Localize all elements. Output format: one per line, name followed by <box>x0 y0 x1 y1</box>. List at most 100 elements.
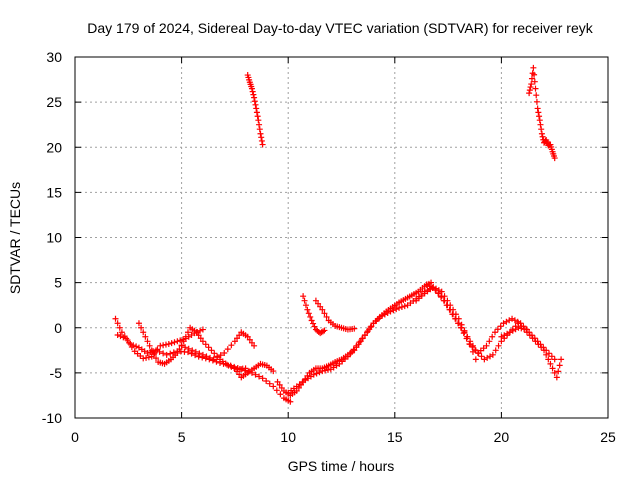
data-point-interp <box>203 353 210 360</box>
data-point <box>221 350 228 357</box>
x-tick-label: 25 <box>600 429 616 445</box>
data-point-interp <box>197 335 204 342</box>
data-point-interp <box>162 341 169 348</box>
data-point-interp <box>437 294 444 301</box>
data-point-interp <box>441 293 448 300</box>
data-point <box>112 315 119 322</box>
data-point-interp <box>252 101 259 108</box>
data-point-interp <box>214 354 221 361</box>
x-tick-label: 20 <box>494 429 510 445</box>
data-point-interp <box>527 84 534 91</box>
data-point <box>457 324 464 331</box>
data-point-interp <box>256 373 263 380</box>
data-point <box>180 338 187 345</box>
data-point <box>506 329 513 336</box>
data-point-interp <box>537 121 544 128</box>
data-point-interp <box>509 326 516 333</box>
data-point <box>308 317 315 324</box>
data-point-interp <box>146 342 153 349</box>
data-point-interp <box>126 339 133 346</box>
data-point-interp <box>494 326 501 333</box>
data-point <box>142 333 149 340</box>
data-point-interp <box>461 327 468 334</box>
data-point-interp <box>452 311 459 318</box>
data-point-interp <box>313 370 320 377</box>
data-point-interp <box>469 348 476 355</box>
data-point-interp <box>536 113 543 120</box>
y-tick-label: 5 <box>54 275 62 291</box>
series-sat-i <box>300 293 328 337</box>
data-point-interp <box>252 371 259 378</box>
data-point <box>123 335 130 342</box>
data-point-interp <box>234 335 241 342</box>
data-point-interp <box>273 387 280 394</box>
data-point <box>312 297 319 304</box>
data-point-interp <box>236 332 243 339</box>
data-point-interp <box>192 348 199 355</box>
data-point-interp <box>236 371 243 378</box>
data-point-interp <box>324 366 331 373</box>
ticks-layer: 0 5 10 15 20 25 -10 -5 0 5 10 15 20 25 30 <box>42 49 616 445</box>
x-axis-label: GPS time / hours <box>288 458 395 474</box>
data-point-interp <box>256 121 263 128</box>
data-point <box>472 356 479 363</box>
data-point <box>248 85 255 92</box>
data-point <box>184 349 191 356</box>
data-point-interp <box>528 75 535 82</box>
data-point <box>532 338 539 345</box>
data-point-interp <box>390 307 397 314</box>
data-point-interp <box>276 381 283 388</box>
series-sat-d <box>178 329 258 363</box>
data-point-interp <box>168 340 175 347</box>
data-point-interp <box>133 343 140 350</box>
data-point-interp <box>170 349 177 356</box>
data-point-interp <box>250 91 257 98</box>
data-point <box>387 308 394 315</box>
series-sat-k <box>423 281 558 363</box>
series-sat-m <box>498 320 565 381</box>
data-point-interp <box>171 339 178 346</box>
data-point <box>251 94 258 101</box>
data-point <box>195 353 202 360</box>
data-point <box>178 342 185 349</box>
data-point-interp <box>117 333 124 340</box>
data-point <box>455 315 462 322</box>
data-point <box>270 368 277 375</box>
data-point-interp <box>350 346 357 353</box>
data-point <box>140 355 147 362</box>
data-point-interp <box>177 337 184 344</box>
data-point-interp <box>143 354 150 361</box>
data-point <box>300 293 307 300</box>
data-point-interp <box>356 339 363 346</box>
data-point-interp <box>347 350 354 357</box>
series-sat-h <box>285 284 530 396</box>
data-point <box>257 130 264 137</box>
data-point <box>483 342 490 349</box>
data-point <box>396 304 403 311</box>
data-point-interp <box>228 342 235 349</box>
data-point <box>526 90 533 97</box>
data-point-interp <box>364 328 371 335</box>
data-point-interp <box>398 303 405 310</box>
data-point-interp <box>526 87 533 94</box>
data-point-interp <box>556 362 563 369</box>
plot-frame <box>74 56 609 419</box>
x-tick-label: 5 <box>178 429 186 445</box>
data-point-interp <box>207 354 214 361</box>
data-point-interp <box>539 133 546 140</box>
data-point <box>208 347 215 354</box>
data-point-interp <box>455 320 462 327</box>
data-point <box>199 351 206 358</box>
data-point <box>530 64 537 71</box>
data-point-interp <box>359 335 366 342</box>
data-point-interp <box>545 356 552 363</box>
data-point <box>515 320 522 327</box>
data-point-interp <box>150 351 157 358</box>
data-point-interp <box>145 354 152 361</box>
data-point-interp <box>228 363 235 370</box>
data-point <box>274 378 281 385</box>
data-point-interp <box>144 338 151 345</box>
data-point <box>157 342 164 349</box>
data-point-interp <box>538 344 545 351</box>
